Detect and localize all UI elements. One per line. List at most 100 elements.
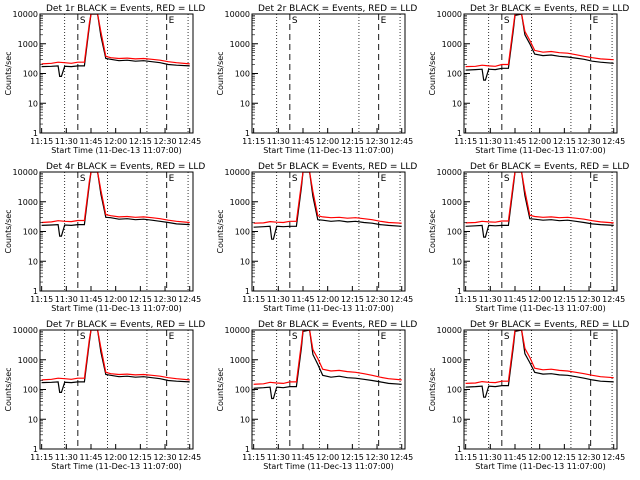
panel-det-4: Det 4r BLACK = Events, RED = LLD S E 1 10 100… (4, 162, 205, 313)
marker-label: S (80, 174, 86, 184)
y-axis-label: Counts/sec (428, 51, 437, 95)
x-tick-label: 11:30 (479, 137, 502, 146)
x-axis-label: Start Time (11-Dec-13 11:07:00) (263, 304, 394, 313)
marker-label: E (381, 174, 387, 184)
y-axis-label: Counts/sec (428, 209, 437, 253)
series-line-events (253, 172, 402, 240)
marker-label: E (169, 174, 175, 184)
x-tick-label: 11:15 (30, 295, 53, 304)
y-tick-label: 1000 (442, 198, 462, 207)
y-tick-label: 100 (23, 70, 38, 79)
x-tick-label: 12:45 (390, 137, 413, 146)
x-tick-label: 12:00 (528, 453, 551, 462)
x-tick-label: 11:30 (267, 137, 290, 146)
y-tick-label: 100 (235, 228, 250, 237)
series-group (253, 330, 402, 400)
panel-det-9: Det 9r BLACK = Events, RED = LLD S E 1 10 100… (428, 320, 629, 471)
x-tick-label: 11:30 (55, 453, 78, 462)
y-tick-label: 10000 (225, 168, 250, 177)
y-tick-label: 10000 (225, 326, 250, 335)
y-tick-label: 1 (457, 129, 462, 138)
y-tick-label: 10000 (13, 168, 38, 177)
y-tick-label: 1000 (442, 40, 462, 49)
y-tick-label: 1 (33, 445, 38, 454)
x-tick-label: 11:30 (55, 295, 78, 304)
series-line-lld (253, 330, 402, 385)
marker-label: E (169, 16, 175, 26)
y-tick-label: 10000 (13, 10, 38, 19)
series-group (465, 172, 614, 238)
x-tick-label: 12:45 (178, 295, 201, 304)
x-tick-label: 12:45 (602, 295, 625, 304)
y-tick-label: 1 (245, 287, 250, 296)
series-line-lld (41, 14, 190, 65)
series-group (41, 330, 190, 393)
x-tick-label: 12:00 (104, 453, 127, 462)
x-tick-label: 12:45 (178, 453, 201, 462)
y-tick-label: 100 (235, 386, 250, 395)
marker-label: S (292, 16, 298, 26)
marker-label: S (80, 332, 86, 342)
panel-title: Det 5r BLACK = Events, RED = LLD (258, 162, 417, 172)
y-tick-label: 10 (452, 257, 462, 266)
x-tick-label: 11:15 (242, 453, 265, 462)
y-tick-label: 10 (28, 415, 38, 424)
x-tick-label: 12:15 (341, 137, 364, 146)
x-tick-label: 12:30 (578, 453, 601, 462)
x-tick-label: 12:30 (366, 137, 389, 146)
x-tick-label: 12:00 (104, 295, 127, 304)
x-tick-label: 12:15 (553, 137, 576, 146)
y-tick-label: 1000 (442, 356, 462, 365)
x-tick-label: 11:30 (267, 453, 290, 462)
x-tick-label: 11:30 (479, 295, 502, 304)
series-line-lld (41, 330, 190, 381)
plot-frame (251, 13, 406, 134)
y-tick-label: 10 (240, 99, 250, 108)
series-line-events (41, 14, 190, 78)
series-line-lld (41, 172, 190, 224)
x-tick-label: 12:00 (528, 137, 551, 146)
series-line-lld (253, 172, 402, 224)
y-tick-label: 100 (23, 228, 38, 237)
x-tick-label: 11:15 (454, 137, 477, 146)
panel-title: Det 3r BLACK = Events, RED = LLD (470, 4, 629, 14)
y-axis-label: Counts/sec (4, 367, 13, 411)
x-tick-label: 12:45 (602, 137, 625, 146)
x-tick-label: 12:15 (129, 295, 152, 304)
y-tick-label: 1000 (230, 356, 250, 365)
x-tick-label: 12:30 (366, 295, 389, 304)
x-tick-label: 11:45 (291, 295, 314, 304)
y-tick-label: 10000 (437, 10, 462, 19)
x-tick-label: 11:15 (454, 295, 477, 304)
x-tick-label: 12:30 (578, 295, 601, 304)
x-tick-label: 12:45 (602, 453, 625, 462)
y-tick-label: 10000 (437, 168, 462, 177)
x-tick-label: 12:30 (154, 137, 177, 146)
y-tick-label: 100 (235, 70, 250, 79)
panel-title: Det 9r BLACK = Events, RED = LLD (470, 320, 629, 330)
x-tick-label: 12:00 (528, 295, 551, 304)
x-tick-label: 11:15 (454, 453, 477, 462)
x-axis-label: Start Time (11-Dec-13 11:07:00) (475, 462, 606, 471)
marker-label: E (593, 174, 599, 184)
x-tick-label: 12:00 (104, 137, 127, 146)
series-line-lld (465, 172, 614, 224)
series-line-events (465, 14, 614, 81)
series-group (41, 14, 190, 78)
x-tick-label: 12:00 (316, 295, 339, 304)
x-tick-label: 11:30 (267, 295, 290, 304)
y-tick-label: 10 (28, 99, 38, 108)
x-tick-label: 11:45 (291, 453, 314, 462)
x-tick-label: 11:15 (242, 295, 265, 304)
marker-label: E (169, 332, 175, 342)
marker-label: E (593, 332, 599, 342)
x-tick-label: 11:45 (503, 453, 526, 462)
y-tick-label: 10 (28, 257, 38, 266)
panel-title: Det 4r BLACK = Events, RED = LLD (46, 162, 205, 172)
y-tick-label: 10 (452, 99, 462, 108)
x-tick-label: 12:00 (316, 137, 339, 146)
x-tick-label: 12:30 (154, 295, 177, 304)
y-tick-label: 10000 (13, 326, 38, 335)
y-tick-label: 1000 (18, 40, 38, 49)
series-line-events (253, 330, 402, 400)
